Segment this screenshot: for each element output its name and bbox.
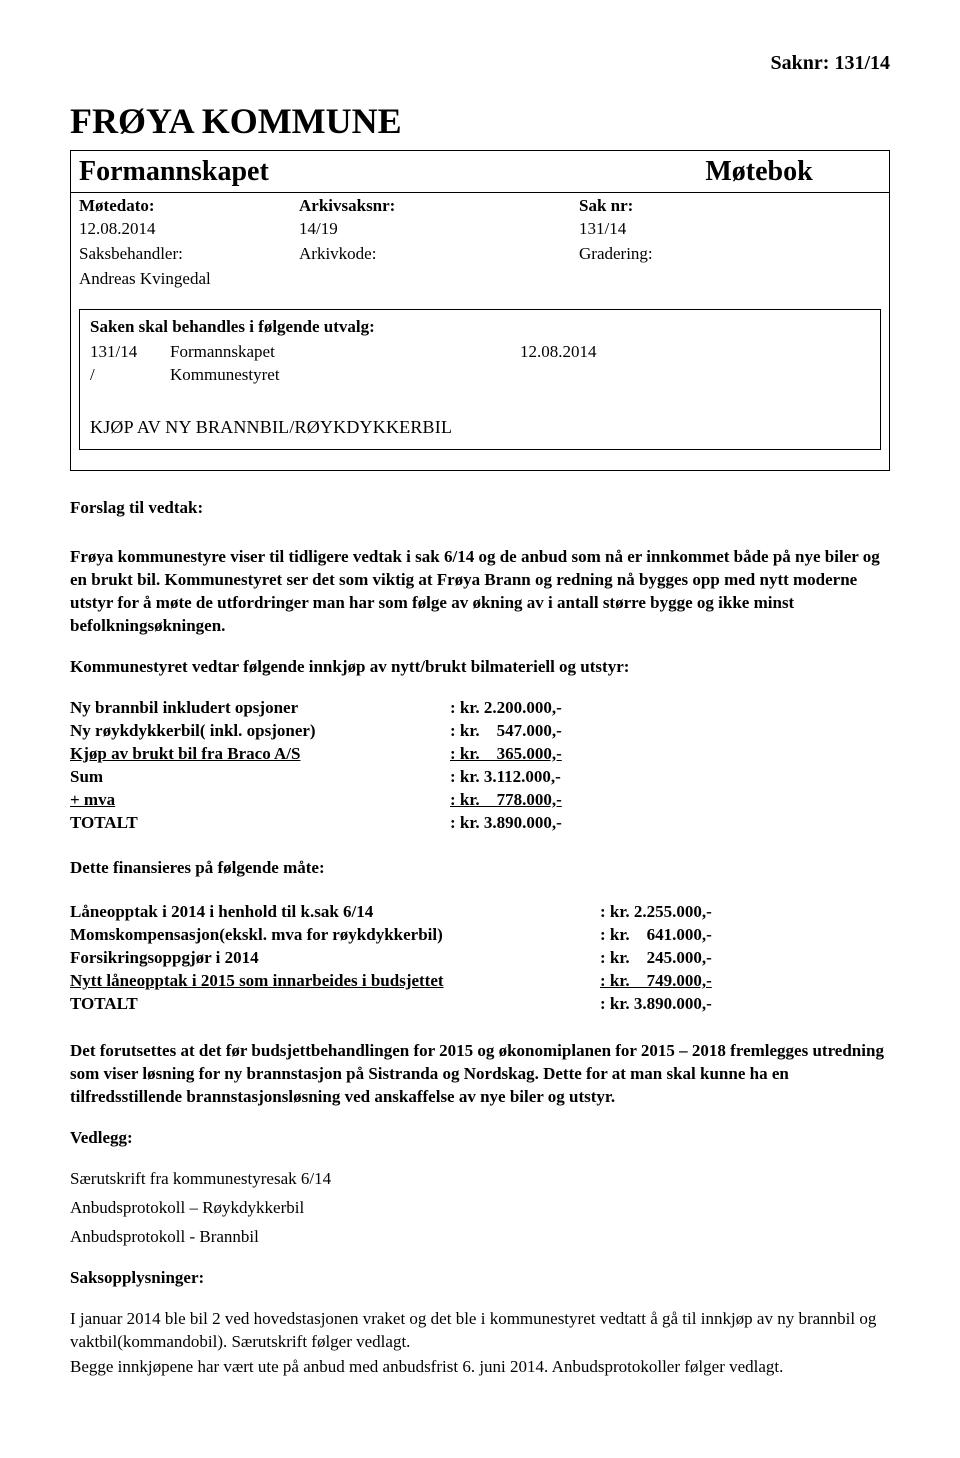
finance-label: Momskompensasjon(ekskl. mva for røykdykk… (70, 924, 600, 947)
finance-heading: Dette finansieres på følgende måte: (70, 857, 890, 880)
motebok-label: Møtebok (629, 151, 889, 193)
finance-amount: : kr. 245.000,- (600, 947, 780, 970)
finance-table: Låneopptak i 2014 i henhold til k.sak 6/… (70, 901, 890, 1016)
arkivsaksnr-label: Arkivsaksnr: (299, 195, 579, 218)
cost-row: Ny røykdykkerbil( inkl. opsjoner): kr. 5… (70, 720, 890, 743)
finance-row: Forsikringsoppgjør i 2014: kr. 245.000,- (70, 947, 890, 970)
forslag-heading: Forslag til vedtak: (70, 497, 890, 520)
saknr-header: Saknr: 131/14 (70, 50, 890, 77)
formannskapet-label: Formannskapet (71, 151, 629, 193)
finance-row: TOTALT: kr. 3.890.000,- (70, 993, 890, 1016)
arkivkode-label: Arkivkode: (299, 243, 579, 266)
cost-amount: : kr. 2.200.000,- (450, 697, 630, 720)
handler-labels-row: Saksbehandler: Arkivkode: Gradering: (71, 243, 889, 268)
vedlegg-lines: Særutskrift fra kommunestyresak 6/14 Anbu… (70, 1168, 890, 1249)
cost-amount: : kr. 365.000,- (450, 743, 630, 766)
utvalg-cell: 131/14 (90, 341, 170, 364)
utvalg-cell: Kommunestyret (170, 364, 520, 387)
cost-row: Sum: kr. 3.112.000,- (70, 766, 890, 789)
paragraph-2: Kommunestyret vedtar følgende innkjøp av… (70, 656, 890, 679)
paragraph-4: I januar 2014 ble bil 2 ved hovedstasjon… (70, 1308, 890, 1354)
utvalg-cell (520, 364, 870, 387)
gradering-label: Gradering: (579, 243, 881, 266)
cost-amount: : kr. 778.000,- (450, 789, 630, 812)
utvalg-rows-container: 131/14Formannskapet12.08.2014/Kommunesty… (90, 341, 870, 387)
paragraph-1: Frøya kommunestyre viser til tidligere v… (70, 546, 890, 638)
header-labels-row: Møtedato: Arkivsaksnr: Sak nr: (71, 193, 889, 218)
saknr-value: 131/14 (579, 218, 881, 241)
paragraph-5: Begge innkjøpene har vært ute på anbud m… (70, 1356, 890, 1379)
motedato-label: Møtedato: (79, 195, 299, 218)
finance-label: TOTALT (70, 993, 600, 1016)
handler-name: Andreas Kvingedal (71, 268, 889, 295)
utvalg-box: Saken skal behandles i følgende utvalg: … (79, 309, 881, 450)
saksopplysninger-heading: Saksopplysninger: (70, 1267, 890, 1290)
finance-amount: : kr. 641.000,- (600, 924, 780, 947)
cost-row: TOTALT: kr. 3.890.000,- (70, 812, 890, 835)
finance-amount: : kr. 2.255.000,- (600, 901, 780, 924)
cost-label: TOTALT (70, 812, 450, 835)
vedlegg-line: Særutskrift fra kommunestyresak 6/14 (70, 1168, 890, 1191)
vedlegg-line: Anbudsprotokoll – Røykdykkerbil (70, 1197, 890, 1220)
finance-label: Nytt låneopptak i 2015 som innarbeides i… (70, 970, 600, 993)
cost-row: + mva: kr. 778.000,- (70, 789, 890, 812)
utvalg-title: Saken skal behandles i følgende utvalg: (90, 316, 870, 339)
cost-amount: : kr. 547.000,- (450, 720, 630, 743)
document-header-box: Formannskapet Møtebok Møtedato: Arkivsak… (70, 150, 890, 472)
utvalg-row: 131/14Formannskapet12.08.2014 (90, 341, 870, 364)
cost-row: Kjøp av brukt bil fra Braco A/S: kr. 365… (70, 743, 890, 766)
cost-label: Sum (70, 766, 450, 789)
section-title: KJØP AV NY BRANNBIL/RØYKDYKKERBIL (90, 415, 870, 439)
vedlegg-line: Anbudsprotokoll - Brannbil (70, 1226, 890, 1249)
cost-label: Ny røykdykkerbil( inkl. opsjoner) (70, 720, 450, 743)
cost-label: Kjøp av brukt bil fra Braco A/S (70, 743, 450, 766)
utvalg-cell: Formannskapet (170, 341, 520, 364)
finance-label: Forsikringsoppgjør i 2014 (70, 947, 600, 970)
finance-row: Nytt låneopptak i 2015 som innarbeides i… (70, 970, 890, 993)
cost-label: + mva (70, 789, 450, 812)
finance-amount: : kr. 3.890.000,- (600, 993, 780, 1016)
arkivsaksnr-value: 14/19 (299, 218, 579, 241)
kommune-title: FRØYA KOMMUNE (70, 97, 890, 146)
cost-amount: : kr. 3.890.000,- (450, 812, 630, 835)
utvalg-cell: 12.08.2014 (520, 341, 870, 364)
utvalg-cell: / (90, 364, 170, 387)
cost-amount: : kr. 3.112.000,- (450, 766, 630, 789)
title-row: Formannskapet Møtebok (71, 151, 889, 194)
motedato-value: 12.08.2014 (79, 218, 299, 241)
header-values-row: 12.08.2014 14/19 131/14 (71, 218, 889, 243)
vedlegg-heading: Vedlegg: (70, 1127, 890, 1150)
cost-row: Ny brannbil inkludert opsjoner: kr. 2.20… (70, 697, 890, 720)
paragraph-3: Det forutsettes at det før budsjettbehan… (70, 1040, 890, 1109)
cost-table: Ny brannbil inkludert opsjoner: kr. 2.20… (70, 697, 890, 835)
finance-row: Låneopptak i 2014 i henhold til k.sak 6/… (70, 901, 890, 924)
saksbehandler-label: Saksbehandler: (79, 243, 299, 266)
utvalg-row: /Kommunestyret (90, 364, 870, 387)
finance-amount: : kr. 749.000,- (600, 970, 780, 993)
cost-label: Ny brannbil inkludert opsjoner (70, 697, 450, 720)
finance-label: Låneopptak i 2014 i henhold til k.sak 6/… (70, 901, 600, 924)
finance-row: Momskompensasjon(ekskl. mva for røykdykk… (70, 924, 890, 947)
saknr-label: Sak nr: (579, 195, 881, 218)
